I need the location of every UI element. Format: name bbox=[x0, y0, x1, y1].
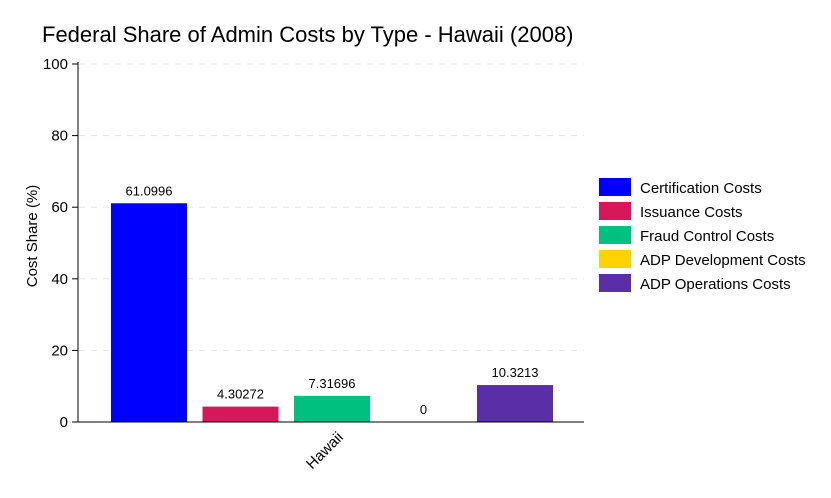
legend-entry: Fraud Control Costs bbox=[640, 228, 774, 245]
bar bbox=[202, 406, 279, 422]
legend: Certification Costs Issuance Costs Fraud C… bbox=[599, 178, 806, 293]
y-axis-label: Cost Share (%) bbox=[24, 185, 41, 288]
y-tick-label: 100 bbox=[43, 56, 68, 73]
data-label: 4.30272 bbox=[217, 387, 264, 402]
y-tick-label: 80 bbox=[51, 128, 68, 145]
legend-entry: Issuance Costs bbox=[640, 204, 743, 221]
legend-swatch bbox=[599, 274, 631, 292]
data-label: 10.3213 bbox=[492, 365, 539, 380]
legend-swatch bbox=[599, 250, 631, 268]
data-label: 61.0996 bbox=[126, 183, 173, 198]
y-tick-label: 0 bbox=[60, 414, 68, 431]
chart-title: Federal Share of Admin Costs by Type - H… bbox=[42, 22, 574, 47]
y-tick-label: 40 bbox=[51, 271, 68, 288]
x-tick-label: Hawaii bbox=[303, 429, 347, 473]
legend-swatch bbox=[599, 226, 631, 244]
data-label: 7.31696 bbox=[309, 376, 356, 391]
y-tick-label: 20 bbox=[51, 342, 68, 359]
y-axis: 0 20 40 60 80 100 bbox=[43, 56, 79, 431]
bar bbox=[111, 203, 187, 422]
bar bbox=[477, 385, 553, 422]
x-axis: Hawaii bbox=[78, 421, 584, 473]
legend-swatch bbox=[599, 178, 631, 196]
y-tick-label: 60 bbox=[51, 199, 68, 216]
bar bbox=[294, 395, 370, 422]
legend-entry: ADP Development Costs bbox=[640, 252, 806, 269]
bars: 61.0996 4.30272 7.31696 0 10.3213 bbox=[111, 183, 553, 422]
legend-entry: ADP Operations Costs bbox=[640, 276, 791, 293]
legend-swatch bbox=[599, 202, 631, 220]
legend-entry: Certification Costs bbox=[640, 180, 762, 197]
data-label: 0 bbox=[420, 402, 427, 417]
